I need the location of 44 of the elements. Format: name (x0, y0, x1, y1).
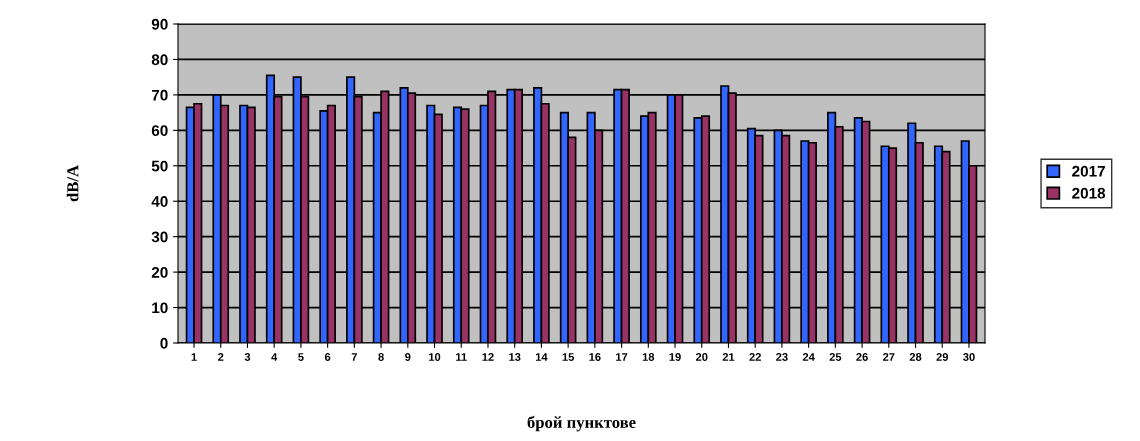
y-tick-label: 50 (151, 160, 168, 172)
y-tick-label: 30 (151, 231, 168, 243)
x-tick-label: 14 (535, 353, 548, 361)
x-tick-label: 16 (589, 353, 601, 361)
x-tick-label: 15 (562, 353, 575, 361)
x-tick-label: 27 (883, 353, 895, 361)
y-tick-label: 80 (151, 54, 168, 66)
x-tick-label: 30 (963, 353, 975, 361)
x-tick-label: 4 (271, 353, 278, 361)
x-tick-label: 28 (909, 353, 922, 361)
y-tick-label: 70 (151, 89, 168, 101)
x-tick-label: 9 (405, 353, 411, 361)
y-tick-label: 10 (152, 302, 168, 314)
y-tick-label: 60 (151, 125, 168, 137)
x-tick-label: 21 (722, 353, 735, 361)
y-tick-label: 90 (151, 18, 168, 30)
x-tick-label: 25 (829, 353, 842, 361)
y-axis-title: dB/A (66, 165, 79, 202)
x-axis-title: брой пунктове (527, 415, 636, 432)
y-tick-label: 40 (151, 196, 168, 207)
x-tick-label: 2 (218, 353, 224, 361)
y-tick-label: 20 (151, 266, 168, 278)
y-tick-label: 0 (160, 337, 168, 349)
x-tick-label: 8 (378, 353, 384, 361)
x-tick-label: 13 (509, 353, 521, 361)
x-tick-label: 26 (856, 353, 868, 361)
x-tick-label: 23 (776, 353, 788, 361)
x-tick-label: 18 (642, 353, 655, 361)
x-tick-label: 11 (456, 353, 467, 361)
x-tick-label: 20 (695, 353, 708, 361)
legend-label: 2017 (1072, 165, 1105, 177)
x-tick-label: 7 (351, 353, 357, 361)
x-tick-label: 6 (324, 353, 331, 361)
x-tick-label: 1 (191, 353, 197, 361)
x-tick-label: 12 (482, 353, 494, 361)
x-tick-label: 10 (429, 353, 441, 361)
x-tick-label: 17 (616, 353, 628, 361)
x-tick-label: 24 (802, 353, 815, 361)
x-tick-label: 19 (669, 353, 681, 361)
x-tick-label: 5 (298, 353, 304, 361)
x-tick-label: 3 (244, 353, 251, 361)
x-tick-label: 29 (936, 353, 949, 361)
x-tick-label: 22 (749, 353, 761, 361)
legend-label: 2018 (1072, 187, 1106, 199)
